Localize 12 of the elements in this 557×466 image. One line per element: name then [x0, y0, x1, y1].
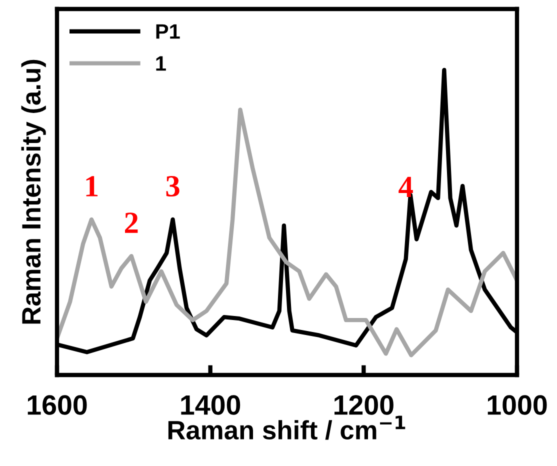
annotation: 2: [125, 212, 138, 233]
x-tick-label: 1600: [28, 395, 87, 415]
x-axis-title: Raman shift / cm$^{−1}$: [168, 416, 406, 440]
legend-label: 1: [156, 56, 166, 71]
legend-label: P1: [156, 24, 180, 39]
y-axis-title: Raman Intensity (a.u): [21, 60, 46, 324]
annotation: 4: [398, 176, 413, 198]
annotation: 1: [86, 176, 98, 196]
x-tick-label: 1200: [334, 395, 394, 415]
x-tick-label: 1000: [488, 395, 547, 415]
x-tick-label: 1400: [181, 395, 240, 415]
annotation: 3: [166, 176, 180, 197]
